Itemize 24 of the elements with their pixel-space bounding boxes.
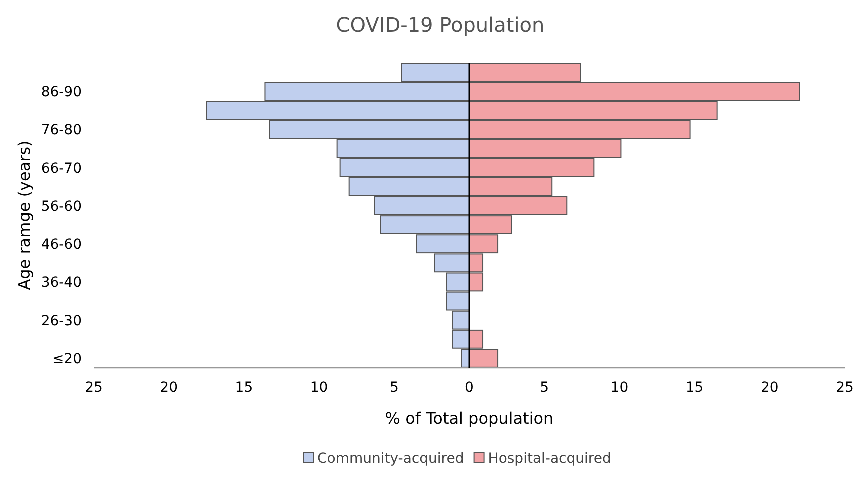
x-tick-label: 15: [686, 380, 704, 396]
y-tick-label: 86-90: [41, 84, 82, 101]
x-tick-label: 5: [540, 380, 550, 396]
chart-title: COVID-19 Population: [336, 13, 545, 37]
legend-label: Community-acquired: [318, 451, 464, 467]
y-tick-label: 36-40: [41, 275, 82, 292]
y-tick-label: 26-30: [41, 313, 82, 330]
y-tick-label: ≤20: [52, 351, 82, 368]
x-tick-label: 15: [235, 380, 254, 396]
y-tick-label: 66-70: [41, 160, 82, 177]
x-tick-label: 10: [610, 380, 629, 396]
legend-label: Hospital-acquired: [488, 451, 612, 467]
x-tick-label: 25: [836, 380, 854, 396]
x-tick-label: 10: [310, 380, 328, 396]
x-tick-label: 25: [85, 380, 103, 396]
y-tick-label: 56-60: [41, 198, 82, 215]
x-tick-label: 0: [465, 380, 474, 396]
y-tick-label: 46-60: [41, 237, 82, 254]
x-tick-label: 20: [160, 380, 178, 396]
y-axis-title: Age ramge (years): [15, 140, 34, 290]
y-tick-label: 76-80: [41, 122, 82, 139]
x-axis-title: % of Total population: [385, 409, 554, 428]
x-tick-label: 20: [760, 380, 779, 396]
x-tick-label: 5: [390, 380, 399, 396]
